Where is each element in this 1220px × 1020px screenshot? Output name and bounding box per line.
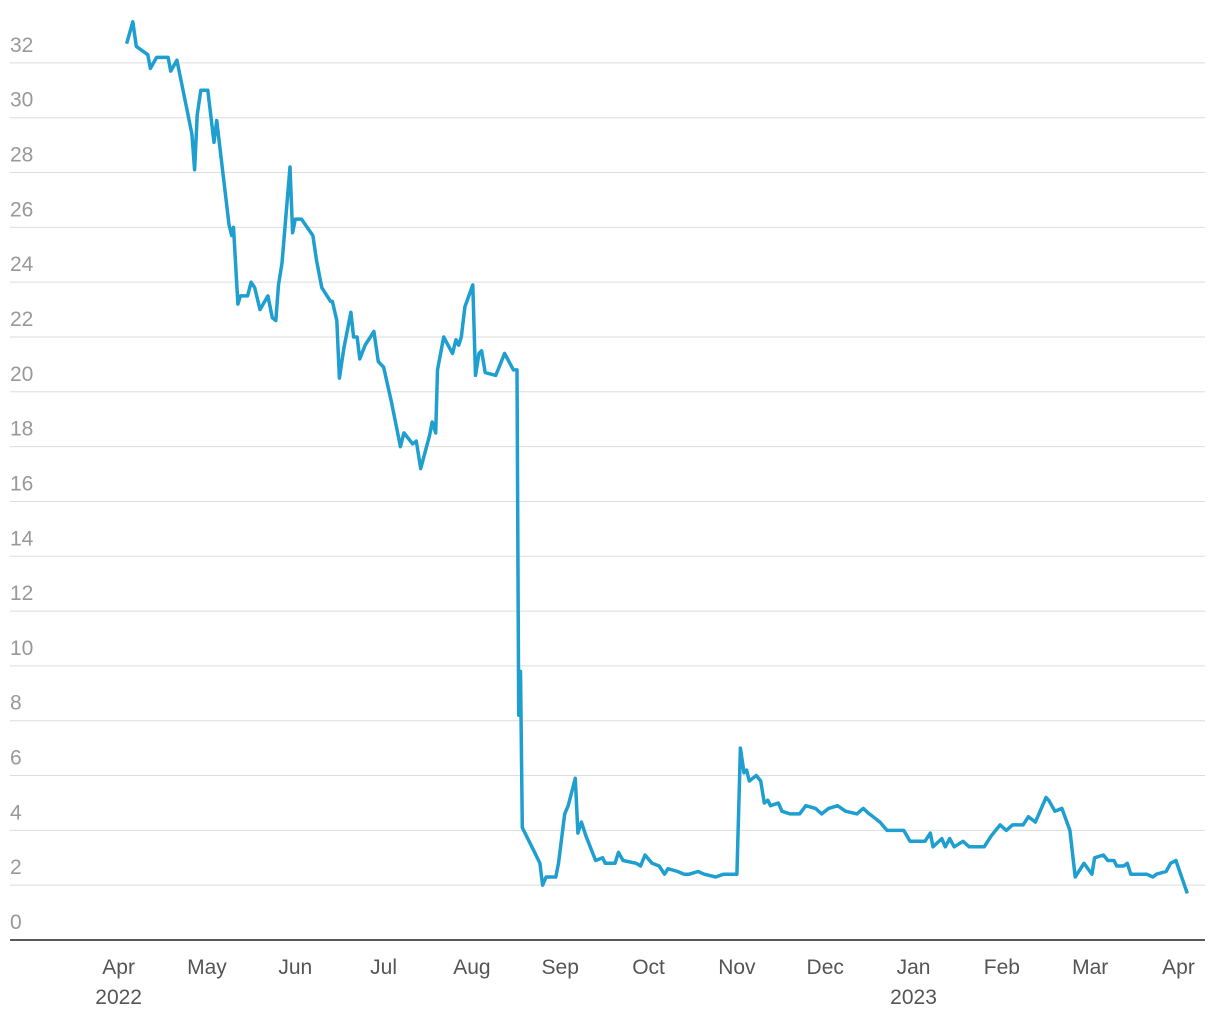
x-tick-label: Mar <box>1072 956 1108 979</box>
y-tick-label: 30 <box>10 89 33 112</box>
x-tick-label: Jul <box>370 956 397 979</box>
x-tick-year: 2023 <box>890 986 937 1009</box>
x-tick-label: Jun <box>278 956 312 979</box>
x-tick-label: May <box>187 956 227 979</box>
x-tick-label: Jan <box>897 956 931 979</box>
y-tick-label: 26 <box>10 198 33 221</box>
y-tick-label: 28 <box>10 144 33 167</box>
y-tick-label: 6 <box>10 747 22 770</box>
x-tick-label: Apr <box>1162 956 1195 979</box>
x-tick-label: Sep <box>542 956 579 979</box>
y-tick-label: 16 <box>10 472 33 495</box>
x-tick-label: Apr <box>102 956 135 979</box>
x-tick-year: 2022 <box>95 986 142 1009</box>
x-tick-label: Dec <box>807 956 844 979</box>
x-tick-label: Aug <box>453 956 490 979</box>
y-tick-label: 18 <box>10 418 33 441</box>
y-tick-label: 10 <box>10 637 33 660</box>
y-tick-label: 24 <box>10 253 34 276</box>
y-tick-label: 14 <box>10 527 34 550</box>
y-tick-label: 22 <box>10 308 33 331</box>
y-tick-label: 12 <box>10 582 33 605</box>
y-tick-label: 4 <box>10 801 22 824</box>
x-tick-label: Feb <box>984 956 1020 979</box>
y-tick-label: 0 <box>10 911 22 934</box>
data-line <box>124 20 1189 894</box>
x-tick-label: Nov <box>718 956 756 979</box>
y-tick-label: 8 <box>10 692 22 715</box>
y-tick-label: 2 <box>10 856 22 879</box>
x-tick-label: Oct <box>632 956 665 979</box>
y-tick-label: 20 <box>10 363 33 386</box>
y-tick-label: 32 <box>10 34 33 57</box>
